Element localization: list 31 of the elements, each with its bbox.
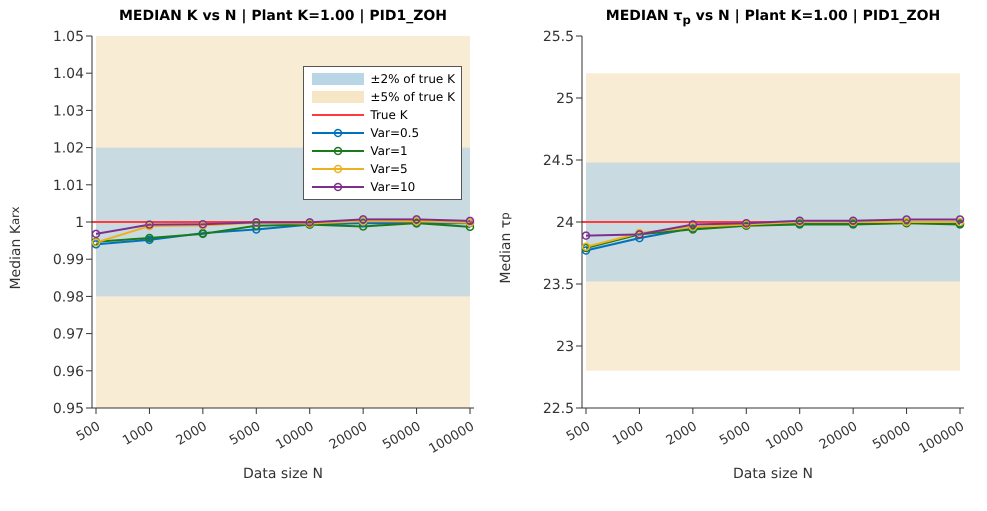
y-tick-label: 1 — [75, 214, 84, 231]
y-tick-label: 0.97 — [52, 326, 84, 343]
y-tick-label: 24 — [556, 214, 574, 231]
legend-label: Var=10 — [370, 180, 416, 194]
y-tick-label: 1.02 — [52, 140, 84, 157]
legend-label: ±2% of true K — [370, 72, 455, 86]
y-tick-label: 0.95 — [52, 400, 84, 417]
x-tick-label: 500 — [564, 419, 593, 445]
legend-label: Var=5 — [370, 162, 408, 176]
y-tick-label: 23.5 — [542, 276, 574, 293]
chart-title: MEDIAN K vs N | Plant K=1.00 | PID1_ZOH — [118, 8, 448, 24]
y-tick-label: 1.05 — [52, 28, 84, 45]
y-tick-label: 23 — [556, 338, 574, 355]
legend-label: Var=1 — [370, 144, 408, 158]
x-tick-label: 500 — [74, 419, 103, 445]
y-tick-label: 1.03 — [52, 103, 84, 120]
y-tick-label: 25.5 — [542, 28, 574, 45]
y-tick-label: 25 — [556, 90, 574, 107]
y-tick-label: 0.98 — [52, 289, 84, 306]
y-tick-label: 24.5 — [542, 152, 574, 169]
legend-label: True K — [370, 108, 408, 122]
y-tick-label: 0.99 — [52, 252, 84, 268]
y-tick-label: 1.04 — [52, 66, 84, 82]
y-tick-label: 22.5 — [542, 400, 574, 417]
x-axis-title: Data size N — [733, 466, 813, 482]
x-axis-title: Data size N — [243, 466, 323, 482]
band-label: ±5% of true K — [370, 90, 455, 104]
chart-title: MEDIAN τ$_{p}$ vs N | Plant K=1.00 | PID1_ZOH — [604, 8, 942, 27]
legend-label: Var=0.5 — [370, 126, 420, 140]
y-tick-label: 1.01 — [52, 178, 84, 194]
y-tick-label: 0.96 — [52, 364, 84, 380]
